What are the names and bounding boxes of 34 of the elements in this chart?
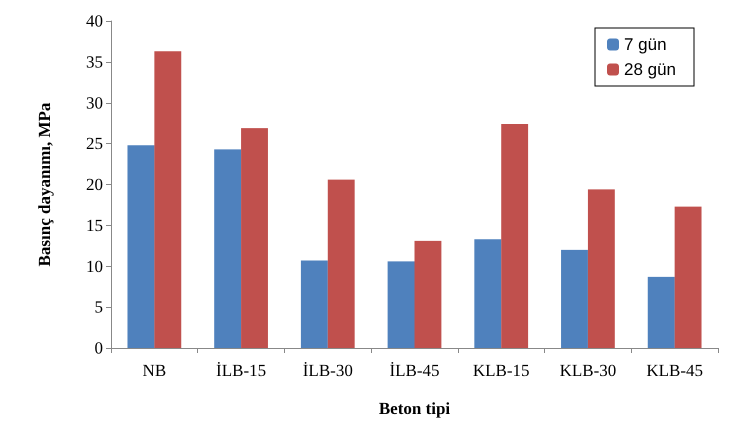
- y-tick-label: 40: [86, 12, 103, 30]
- y-tick-label: 25: [86, 134, 103, 154]
- bar: [388, 261, 414, 348]
- x-tick-label: İLB-45: [389, 361, 440, 380]
- x-tick-label: NB: [142, 361, 166, 380]
- bar: [414, 240, 442, 348]
- x-tick-label: İLB-15: [216, 361, 266, 380]
- y-tick-label: 20: [86, 175, 103, 194]
- y-tick-label: 30: [86, 93, 103, 112]
- y-tick-label: 0: [94, 338, 103, 358]
- bar: [561, 250, 588, 348]
- x-tick-label: KLB-45: [646, 361, 703, 380]
- bar: [474, 239, 502, 348]
- legend-label: 28 gün: [624, 60, 676, 79]
- bar: [214, 149, 242, 348]
- bar: [300, 260, 328, 348]
- y-tick-label: 15: [86, 216, 103, 235]
- bar: [648, 276, 675, 348]
- bar: [241, 128, 268, 348]
- bar: [328, 180, 355, 348]
- x-axis-title: Beton tipi: [378, 399, 450, 418]
- y-tick-label: 35: [86, 52, 103, 72]
- y-tick-label: 5: [94, 298, 103, 317]
- legend-label: 7 gün: [624, 35, 667, 54]
- bar: [154, 51, 182, 348]
- bar: [674, 206, 702, 348]
- x-tick-label: İLB-30: [302, 361, 353, 380]
- y-axis-title: Basınç dayanımı, MPa: [35, 102, 54, 266]
- bar: [501, 124, 528, 348]
- bar: [127, 145, 154, 348]
- y-tick-label: 10: [86, 256, 103, 276]
- bar: [588, 189, 615, 348]
- x-tick-label: KLB-15: [472, 361, 530, 380]
- x-tick-label: KLB-30: [560, 361, 616, 380]
